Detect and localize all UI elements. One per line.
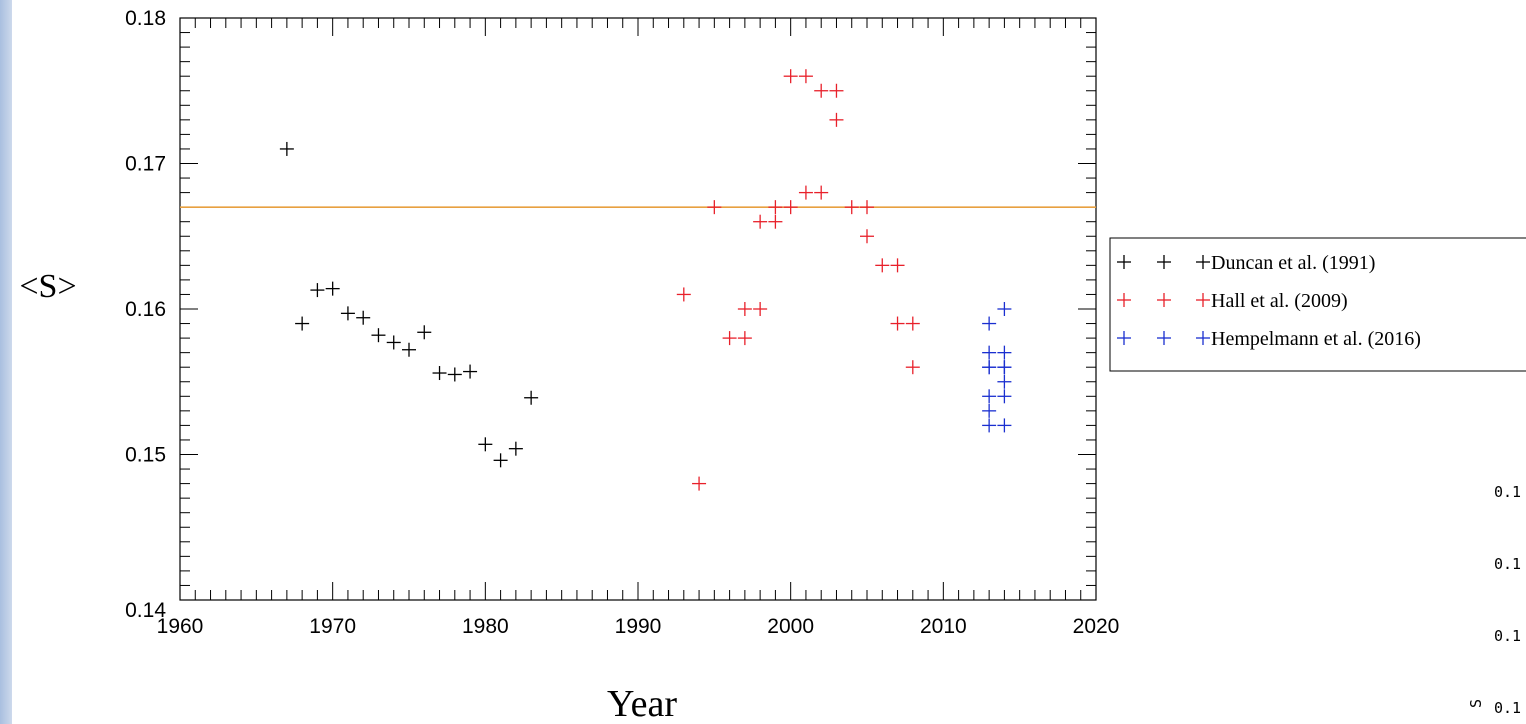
data-point (753, 214, 768, 229)
data-point (997, 345, 1012, 360)
data-point (829, 112, 844, 127)
data-point (997, 389, 1012, 404)
legend: Duncan et al. (1991) Hall et al. (2009) He… (1109, 237, 1526, 372)
data-point (417, 325, 432, 340)
data-point (997, 374, 1012, 389)
data-point (798, 185, 813, 200)
side-tick-label: 0.1 (1494, 483, 1521, 501)
tick-labels: 1960 1970 1980 1990 2000 2010 2020 0.14 0.15 0.16… (125, 7, 1119, 638)
plot-frame (179, 17, 1097, 601)
data-point (982, 345, 997, 360)
side-tick-label: 0.1 (1494, 699, 1521, 717)
x-tick-label: 1980 (462, 615, 509, 638)
x-tick-label: 1960 (157, 615, 204, 638)
data-point (982, 418, 997, 433)
data-point (463, 364, 478, 379)
data-point (295, 316, 310, 331)
y-tick-label: 0.16 (125, 298, 166, 321)
data-point (798, 69, 813, 84)
data-point (692, 476, 707, 491)
left-edge-strip (0, 0, 12, 724)
y-axis-title: <S> (19, 268, 76, 305)
data-point (325, 281, 340, 296)
data-point (737, 331, 752, 346)
data-point (814, 83, 829, 98)
data-point (753, 302, 768, 316)
data-point (676, 287, 691, 302)
data-points (279, 69, 1012, 491)
x-tick-label: 2010 (920, 615, 967, 638)
data-point (875, 258, 890, 273)
data-point (524, 390, 539, 405)
x-tick-label: 2020 (1073, 615, 1120, 638)
data-point (982, 316, 997, 331)
y-tick-label: 0.15 (125, 444, 166, 467)
data-point (340, 306, 355, 321)
data-point (768, 200, 783, 215)
data-point (844, 200, 859, 215)
legend-box (1109, 237, 1526, 372)
data-point (890, 258, 905, 273)
data-point (722, 331, 737, 346)
x-tick-label: 1990 (615, 615, 662, 638)
data-point (402, 342, 416, 357)
y-tick-label: 0.14 (125, 599, 166, 622)
x-tick-label: 1970 (309, 615, 356, 638)
data-point (432, 366, 447, 381)
legend-label: Hempelmann et al. (2016) (1211, 328, 1421, 350)
y-tick-label: 0.17 (125, 153, 166, 176)
x-tick-label: 2000 (767, 615, 814, 638)
data-point (890, 316, 905, 331)
data-point (310, 283, 325, 298)
data-point (508, 441, 523, 456)
x-axis-title: Year (607, 683, 677, 724)
side-tick-label: 0.1 (1494, 627, 1521, 645)
data-point (783, 200, 798, 215)
data-point (768, 214, 783, 229)
data-point (982, 403, 997, 418)
y-tick-label: 0.18 (125, 7, 166, 30)
data-point (860, 200, 874, 215)
data-point (447, 367, 462, 382)
data-point (371, 328, 386, 343)
data-point (814, 185, 829, 200)
side-tick-label: 0.1 (1494, 555, 1521, 573)
data-point (478, 437, 493, 452)
data-point (905, 316, 920, 331)
data-point (783, 69, 798, 84)
legend-label: Duncan et al. (1991) (1211, 252, 1375, 274)
data-point (707, 200, 722, 215)
data-point (982, 360, 997, 375)
data-point (905, 360, 920, 375)
data-point (737, 302, 752, 316)
side-axis-fragment: S (1467, 699, 1485, 708)
data-point (829, 83, 844, 98)
data-point (997, 360, 1012, 375)
data-point (997, 418, 1012, 433)
data-point (386, 335, 401, 350)
data-point (982, 389, 997, 404)
data-point (356, 310, 371, 325)
data-point (279, 141, 294, 156)
plot-border (179, 17, 1097, 601)
data-point (860, 229, 874, 244)
axis-ticks (179, 17, 1097, 601)
data-point (997, 302, 1012, 316)
partial-side-chart: 0.1 0.1 0.1 0.1 S (1467, 483, 1521, 717)
data-point (493, 453, 508, 468)
legend-label: Hall et al. (2009) (1211, 290, 1348, 312)
